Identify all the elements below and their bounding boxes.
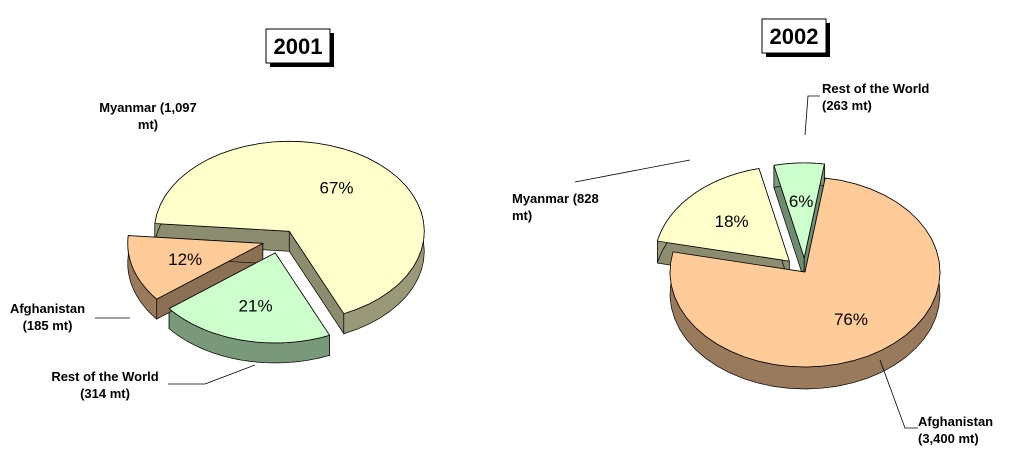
chart-title: 2002 (770, 24, 819, 49)
pie-slice (669, 177, 941, 368)
title-box: 2002 (761, 18, 830, 57)
category-label: Rest of the World (314 mt) (51, 369, 159, 401)
data-label: 6% (789, 192, 814, 211)
category-label: Myanmar (1,097 mt) (99, 100, 197, 132)
category-label: Rest of the World (263 mt) (822, 81, 930, 113)
title-frame (265, 28, 331, 64)
data-label: 21% (239, 296, 273, 315)
category-label: Afghanistan (3,400 mt) (918, 414, 994, 446)
pie-slice (773, 162, 825, 260)
title-frame (761, 18, 827, 54)
leader-line (804, 95, 820, 136)
leader-line (168, 364, 256, 385)
data-label: 12% (168, 250, 202, 269)
chart-title: 2001 (274, 34, 323, 59)
pie-slice (168, 252, 331, 344)
pie-slice (656, 168, 790, 262)
title-box: 2001 (265, 28, 334, 67)
leader-line (574, 159, 691, 183)
data-label: 18% (715, 212, 749, 231)
data-label: 76% (834, 310, 868, 329)
category-label: Afghanistan (185 mt) (9, 301, 86, 333)
pie-slice (154, 140, 425, 315)
pie-slice (127, 235, 265, 300)
leader-line (879, 359, 918, 429)
data-label: 67% (319, 178, 353, 197)
category-label: Myanmar (828 mt) (512, 191, 599, 223)
